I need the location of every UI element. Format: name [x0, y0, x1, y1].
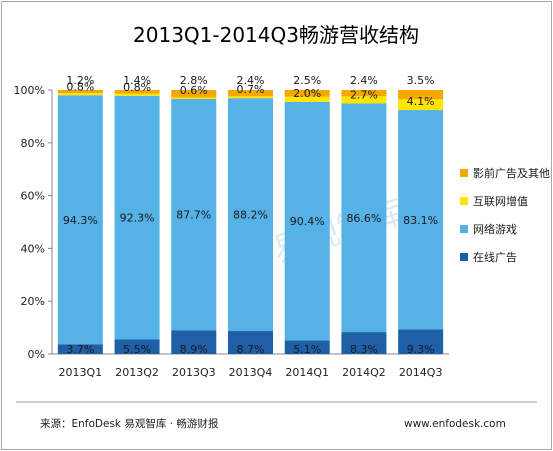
- bar-segment: [398, 329, 444, 354]
- x-tick-label: 2013Q1: [59, 366, 103, 379]
- legend-label: 互联网增值: [473, 194, 528, 208]
- bar-segment: [284, 101, 330, 341]
- chart-axes: 0% 20% 40% 60% 80% 100% 2013Q1 2013Q2 2013Q3 2013…: [14, 84, 449, 379]
- bar-segment: [284, 96, 330, 102]
- y-tick-label: 80%: [21, 137, 45, 150]
- x-tick-label: 2014Q3: [399, 366, 443, 379]
- data-label: 8.3%: [350, 343, 378, 356]
- bar-segment: [284, 90, 330, 97]
- y-tick-label: 60%: [21, 190, 45, 203]
- bar-segment: [228, 331, 273, 354]
- data-label: 0.6%: [180, 84, 208, 97]
- data-label: 0.8%: [123, 81, 151, 94]
- bar-segment: [171, 90, 217, 98]
- bar-segment: [57, 90, 103, 94]
- bar-segment: [398, 99, 444, 111]
- data-label: 3.5%: [407, 74, 435, 87]
- x-tick-label: 2013Q3: [172, 366, 216, 379]
- bar-segment: [228, 96, 273, 99]
- data-label: 5.1%: [293, 343, 321, 356]
- bar-segment: [171, 98, 217, 331]
- legend-swatch: [460, 253, 468, 261]
- data-label: 2.8%: [180, 74, 208, 87]
- bar-segment: [57, 95, 103, 345]
- data-label: 4.1%: [407, 95, 435, 108]
- data-label: 9.3%: [407, 343, 435, 356]
- bar-segment: [341, 103, 387, 333]
- bar-segment: [57, 344, 103, 354]
- legend-label: 在线广告: [473, 250, 517, 264]
- bar-segment: [114, 95, 160, 340]
- legend-swatch: [460, 169, 468, 177]
- footer-source: 来源：EnfoDesk 易观智库 · 畅游财报: [40, 417, 219, 430]
- bar-segment: [341, 90, 387, 97]
- y-tick-label: 20%: [21, 295, 45, 308]
- chart-bars: [57, 90, 444, 354]
- data-label: 94.3%: [63, 214, 98, 227]
- x-tick-label: 2014Q1: [285, 366, 329, 379]
- bar-segment: [341, 332, 387, 354]
- bar-segment: [171, 330, 217, 354]
- legend-label: 影前广告及其他: [473, 166, 550, 180]
- bar-segment: [398, 90, 444, 100]
- data-label: 2.5%: [293, 74, 321, 87]
- bar-segment: [228, 98, 273, 332]
- bar-segment: [171, 97, 217, 99]
- data-label: 87.7%: [176, 209, 211, 222]
- bar-segment: [398, 110, 444, 330]
- legend-label: 网络游戏: [473, 222, 517, 236]
- chart-title: 2013Q1-2014Q3畅游营收结构: [133, 23, 419, 47]
- bar-segment: [114, 93, 160, 96]
- x-tick-label: 2013Q4: [229, 366, 273, 379]
- data-label: 1.2%: [66, 74, 94, 87]
- bar-segment: [57, 93, 103, 96]
- data-label: 88.2%: [233, 209, 268, 222]
- bar-segment: [114, 90, 160, 94]
- data-label: 92.3%: [120, 212, 155, 225]
- legend-swatch: [460, 197, 468, 205]
- bar-segment: [228, 90, 273, 97]
- y-tick-label: 0%: [28, 348, 45, 361]
- bar-segment: [284, 340, 330, 354]
- x-tick-label: 2014Q2: [342, 366, 386, 379]
- data-label: 2.0%: [293, 87, 321, 100]
- data-label: 86.6%: [346, 212, 381, 225]
- data-label: 2.7%: [350, 88, 378, 101]
- data-label: 2.4%: [350, 74, 378, 87]
- bar-segment: [114, 339, 160, 354]
- data-label: 90.4%: [290, 215, 325, 228]
- data-label: 1.4%: [123, 74, 151, 87]
- data-label: 5.5%: [123, 343, 151, 356]
- chart-data-labels: 3.7%94.3%0.8%1.2%5.5%92.3%0.8%1.4%8.9%87…: [63, 74, 438, 356]
- y-tick-label: 40%: [21, 242, 45, 255]
- data-label: 8.7%: [237, 343, 265, 356]
- data-label: 3.7%: [66, 343, 94, 356]
- data-label: 83.1%: [403, 214, 438, 227]
- data-label: 0.8%: [66, 80, 94, 93]
- data-label: 8.9%: [180, 343, 208, 356]
- legend-swatch: [460, 225, 468, 233]
- bar-segment: [341, 96, 387, 104]
- data-label: 0.7%: [237, 83, 265, 96]
- footer-website: www.enfodesk.com: [404, 418, 506, 430]
- x-tick-label: 2013Q2: [115, 366, 159, 379]
- y-tick-label: 100%: [14, 84, 45, 97]
- data-label: 2.4%: [237, 74, 265, 87]
